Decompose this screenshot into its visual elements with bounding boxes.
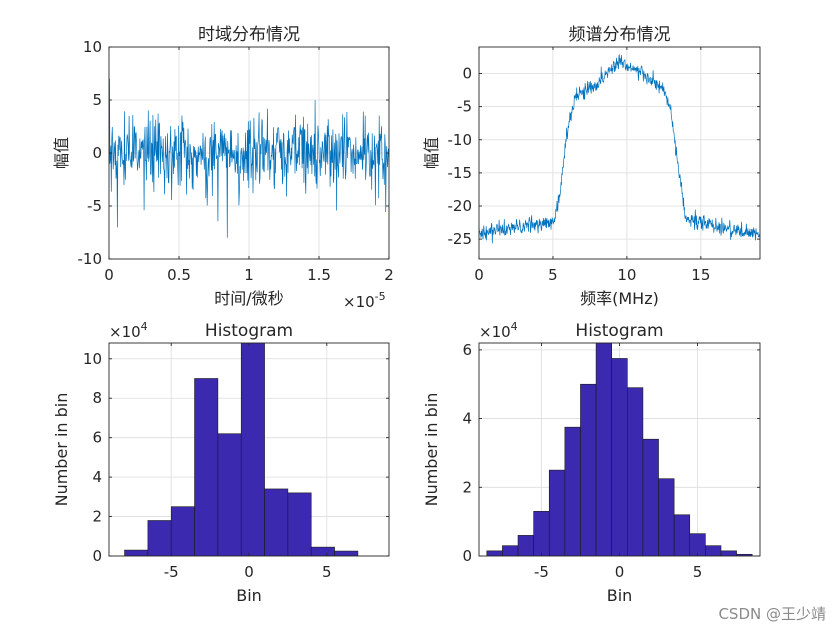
x-tick-label: 5 xyxy=(548,266,558,284)
histogram-bar-1 xyxy=(502,545,519,556)
histogram-bar-5 xyxy=(564,426,581,556)
histogram-bar-13 xyxy=(689,533,706,556)
x-tick-label: 5 xyxy=(693,563,703,581)
y-tick-label: 5 xyxy=(92,91,102,109)
chart-hist2: -5 0 5 0 2 4 6 Histogram Bin Number in bin ×104 xyxy=(422,320,761,605)
x-axis-label: 频率(MHz) xyxy=(580,289,659,308)
x-tick-label: 0 xyxy=(244,563,254,581)
axes-box xyxy=(478,46,761,260)
histogram-bar-3 xyxy=(194,378,219,556)
y-axis-label: 幅值 xyxy=(52,137,71,169)
histogram-bar-12 xyxy=(673,514,691,556)
y-tick-label: -5 xyxy=(457,98,472,116)
x-tick-label: 0 xyxy=(615,563,625,581)
y-tick-label: -10 xyxy=(78,250,103,268)
y-tick-label: 4 xyxy=(92,468,102,486)
x-tick-label: 2 xyxy=(384,266,394,284)
x-tick-label: 0 xyxy=(104,266,114,284)
x-axis-label: Bin xyxy=(236,586,262,605)
histogram-bar-8 xyxy=(310,546,335,556)
histogram-bar-0 xyxy=(124,549,149,556)
chart-title: 时域分布情况 xyxy=(198,25,300,45)
histogram-bar-9 xyxy=(627,387,644,556)
histogram-bar-2 xyxy=(170,506,195,556)
histogram-bar-2 xyxy=(517,535,534,556)
y-axis-exponent: ×104 xyxy=(109,320,148,341)
y-tick-label: 10 xyxy=(83,350,102,368)
histogram-bar-8 xyxy=(611,358,628,556)
histogram-bar-6 xyxy=(580,383,597,556)
histogram-bar-16 xyxy=(736,553,753,556)
x-tick-label: -5 xyxy=(164,563,179,581)
y-tick-label: 0 xyxy=(92,547,102,565)
x-axis-label: 时间/微秒 xyxy=(214,289,283,308)
x-tick-label: 0 xyxy=(474,266,484,284)
y-axis-exponent: ×104 xyxy=(479,320,518,341)
y-tick-label: 6 xyxy=(462,341,472,359)
x-tick-label: 15 xyxy=(691,266,710,284)
histogram-bar-7 xyxy=(595,343,612,556)
series-group xyxy=(109,78,389,238)
histogram-bar-11 xyxy=(658,478,675,556)
x-axis-label: Bin xyxy=(607,586,633,605)
histogram-bar-4 xyxy=(217,433,242,556)
x-tick-label: -5 xyxy=(534,563,549,581)
y-tick-label: -15 xyxy=(448,164,473,182)
y-tick-label: 2 xyxy=(462,478,472,496)
y-axis-label: Number in bin xyxy=(422,393,441,507)
y-tick-label: -10 xyxy=(448,131,473,149)
x-tick-label: 1 xyxy=(244,266,254,284)
y-tick-label: -25 xyxy=(448,230,473,248)
chart-title: Histogram xyxy=(205,321,293,341)
chart-hist1: -5 0 5 0 2 4 6 8 10 Histogram Bin Number in bin ×104 xyxy=(52,320,390,605)
y-tick-label: -5 xyxy=(87,197,102,215)
histogram-bar-15 xyxy=(720,550,737,556)
histogram-bar-1 xyxy=(147,520,172,556)
histogram-bar-4 xyxy=(548,469,566,556)
histogram-bar-3 xyxy=(533,511,550,556)
y-tick-label: 0 xyxy=(92,144,102,162)
x-tick-label: 0.5 xyxy=(167,266,191,284)
y-axis-label: 幅值 xyxy=(422,137,441,169)
watermark: CSDN @王少靖 xyxy=(718,605,826,623)
histogram-bar-7 xyxy=(287,492,312,556)
histogram-bar-10 xyxy=(642,438,659,556)
x-tick-label: 10 xyxy=(617,266,636,284)
histogram-bar-9 xyxy=(334,550,359,556)
y-tick-label: 8 xyxy=(92,389,102,407)
series-group xyxy=(479,53,760,244)
x-tick-label: 1.5 xyxy=(307,266,331,284)
series-line-spectrum xyxy=(479,53,760,244)
y-tick-label: -20 xyxy=(448,197,473,215)
chart-title: Histogram xyxy=(575,321,663,341)
series-line-signal xyxy=(109,78,389,238)
y-tick-label: 10 xyxy=(83,38,102,56)
y-tick-label: 6 xyxy=(92,429,102,447)
y-axis-label: Number in bin xyxy=(52,393,71,507)
x-tick-label: 5 xyxy=(322,563,332,581)
y-tick-label: 2 xyxy=(92,508,102,526)
histogram-bar-14 xyxy=(705,545,722,556)
y-tick-label: 0 xyxy=(462,65,472,83)
histogram-bar-6 xyxy=(264,488,289,556)
histogram-bar-0 xyxy=(486,550,503,556)
x-axis-exponent: ×10-5 xyxy=(343,290,386,311)
y-tick-label: 0 xyxy=(462,547,472,565)
series-group xyxy=(124,343,359,556)
histogram-bar-5 xyxy=(240,343,265,556)
chart-title: 频谱分布情况 xyxy=(569,25,671,45)
y-tick-label: 4 xyxy=(462,410,472,428)
